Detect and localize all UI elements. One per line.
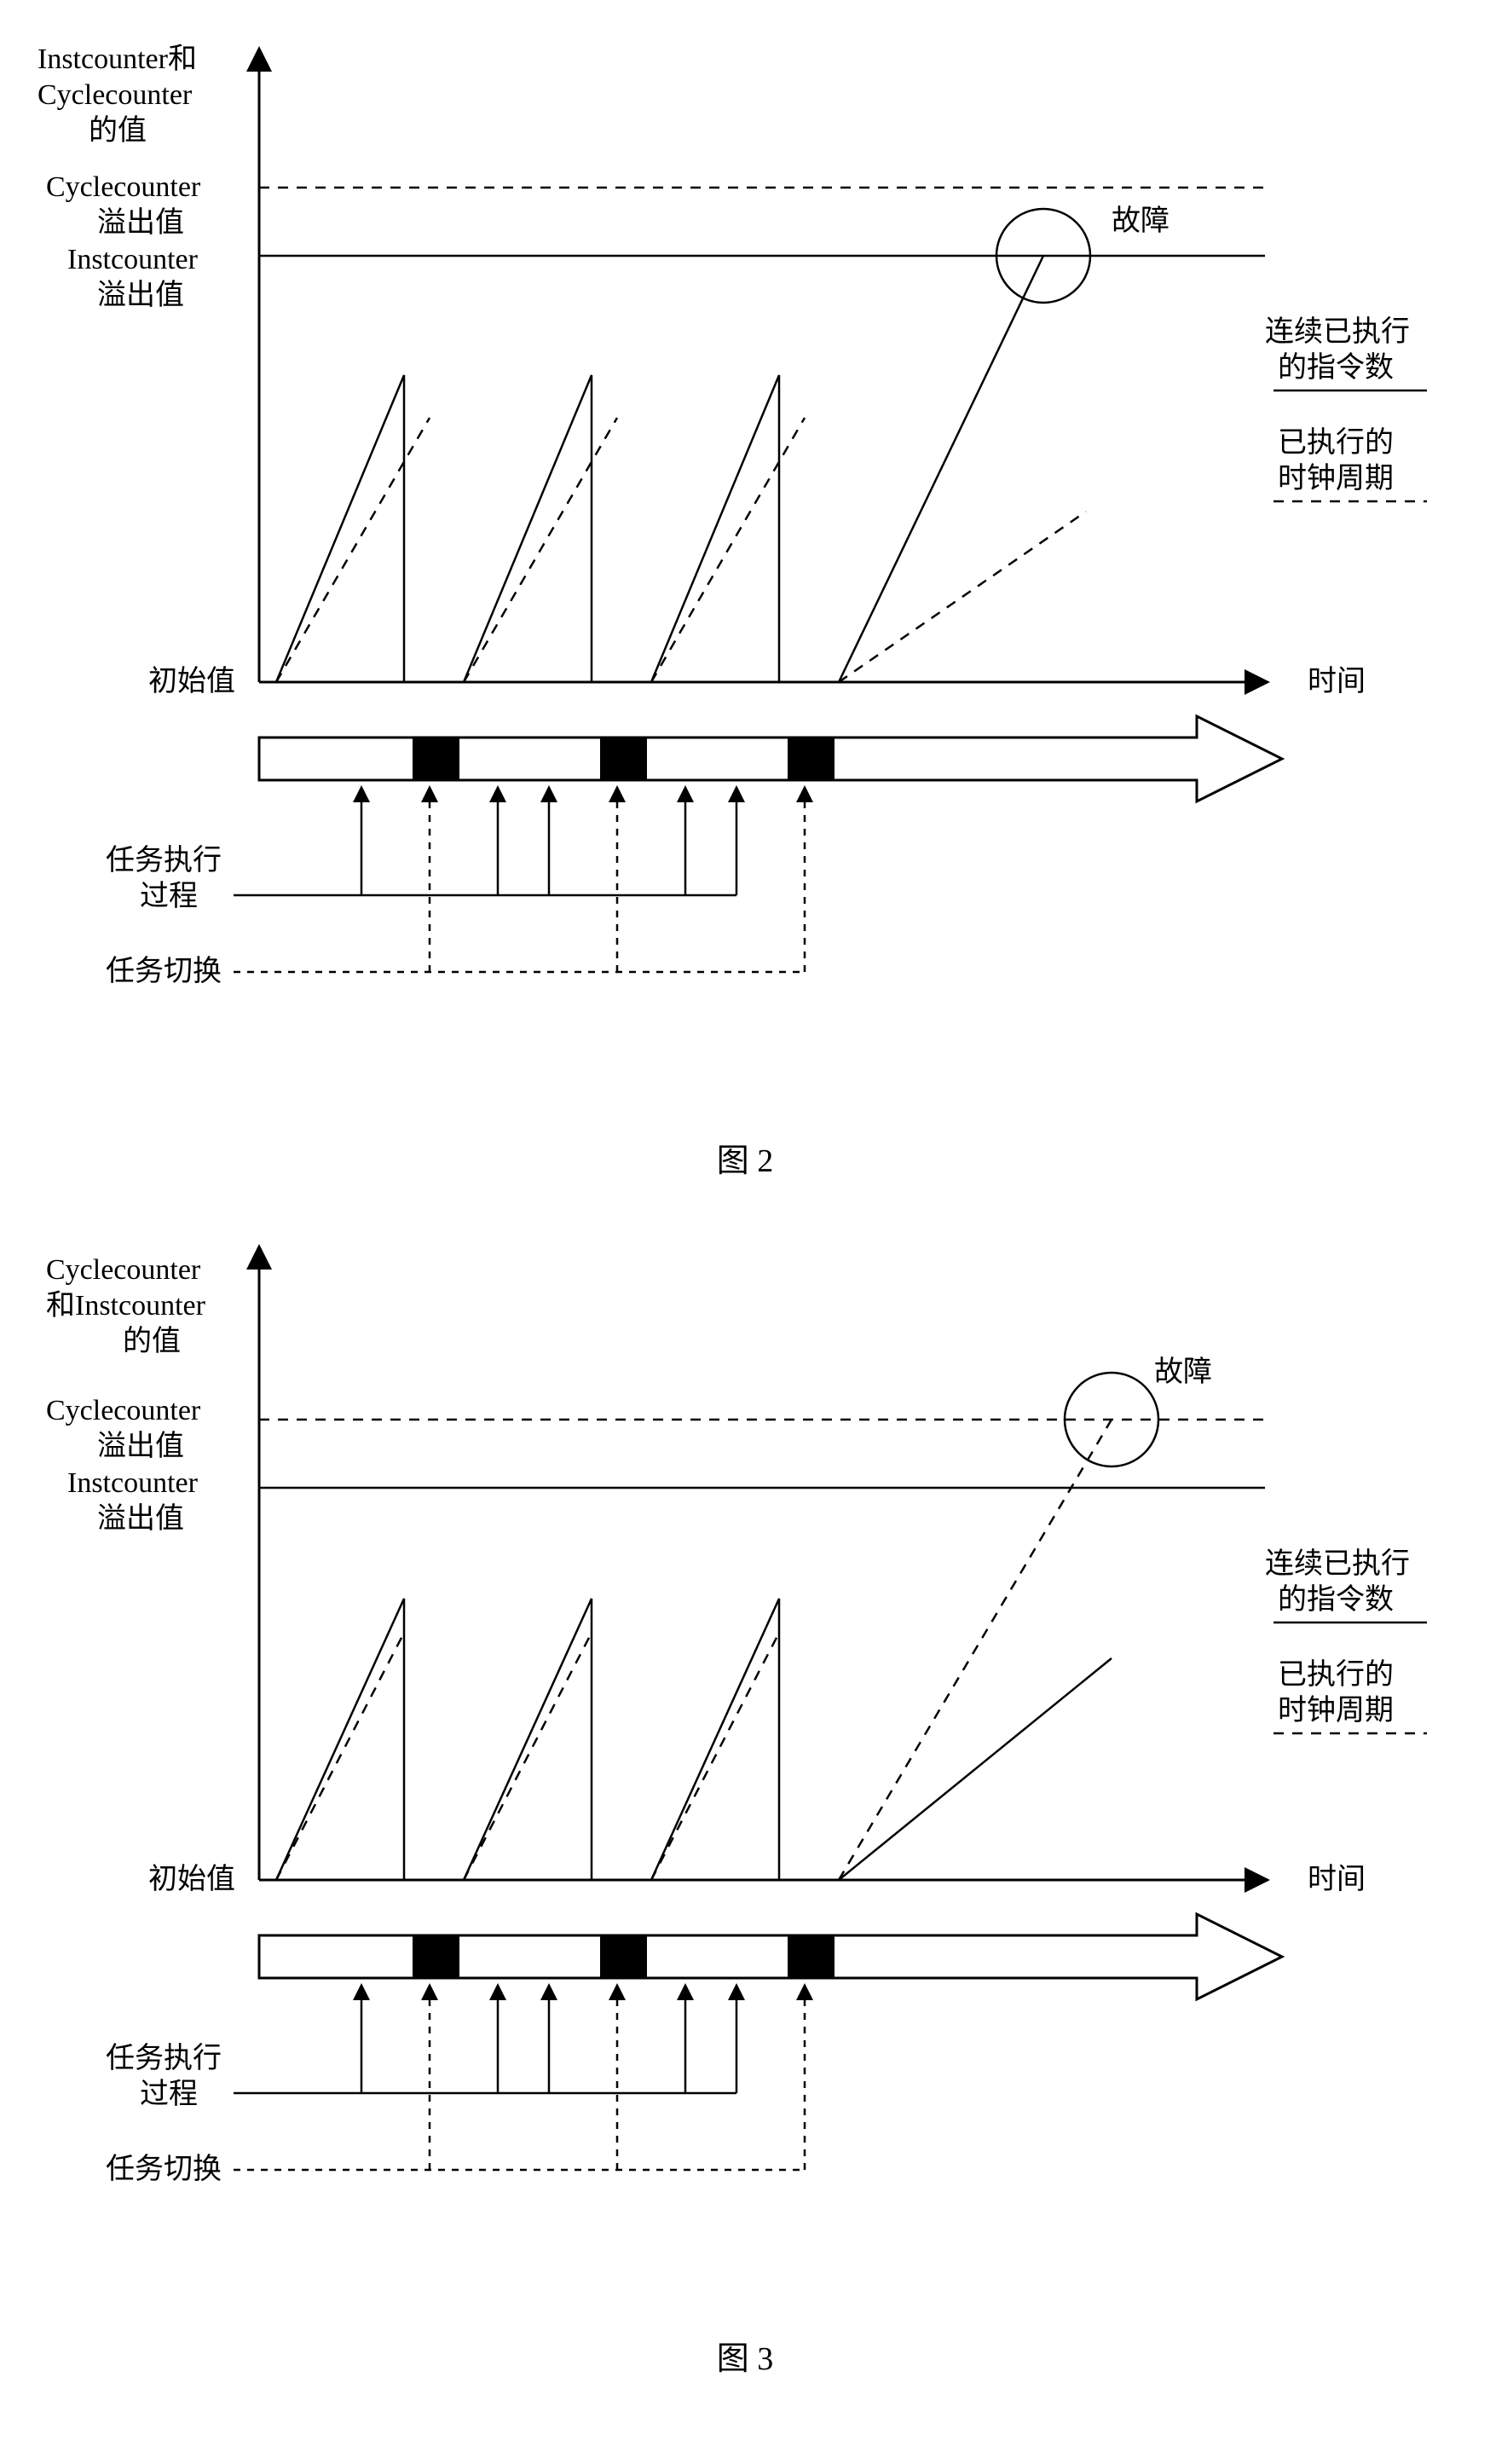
solid-sawtooth — [276, 1599, 1112, 1880]
legend-dashed-2: 时钟周期 — [1278, 463, 1394, 495]
y-axis-label-2: Cyclecounter — [38, 79, 193, 111]
x-axis-label: 时间 — [1308, 666, 1366, 697]
solid-sawtooth — [276, 256, 1043, 682]
cycle-overflow-label-2: 溢出值 — [97, 1430, 184, 1462]
fault-label: 故障 — [1112, 205, 1169, 237]
task-exec-label-2: 过程 — [140, 2078, 198, 2110]
fault-label: 故障 — [1154, 1356, 1212, 1388]
y-axis-label-3: 的值 — [123, 1325, 181, 1357]
legend-dashed-1: 已执行的 — [1278, 1658, 1394, 1691]
figure-3: Cyclecounter 和Instcounter 的值 Cyclecounte… — [20, 1232, 1470, 2379]
y-axis-label-2: 和Instcounter — [46, 1290, 206, 1322]
inst-overflow-label-2: 溢出值 — [97, 279, 184, 311]
legend-solid-2: 的指令数 — [1278, 1583, 1394, 1616]
figure-2-caption: 图 2 — [20, 1134, 1470, 1181]
inst-overflow-label-2: 溢出值 — [97, 1502, 184, 1535]
legend-solid-2: 的指令数 — [1278, 351, 1394, 384]
switch-block-1 — [413, 738, 459, 779]
figure-3-caption: 图 3 — [20, 2332, 1470, 2379]
legend-dashed-2: 时钟周期 — [1278, 1695, 1394, 1727]
switch-block-2 — [600, 1936, 647, 1977]
initial-value-label: 初始值 — [148, 1863, 235, 1895]
task-switch-arrows — [430, 1987, 805, 2170]
y-axis-label-3: 的值 — [89, 114, 147, 147]
cycle-overflow-label-1: Cyclecounter — [46, 171, 201, 203]
cycle-overflow-label-1: Cyclecounter — [46, 1395, 201, 1426]
task-exec-arrows — [361, 1987, 736, 2093]
task-exec-label-1: 任务执行 — [106, 2042, 222, 2074]
legend-solid-1: 连续已执行 — [1265, 315, 1410, 348]
inst-overflow-label-1: Instcounter — [67, 244, 199, 275]
task-switch-label: 任务切换 — [106, 2153, 222, 2185]
task-switch-arrows — [430, 789, 805, 972]
figure-2: Instcounter和 Cyclecounter 的值 Cyclecounte… — [20, 34, 1470, 1181]
inst-overflow-label-1: Instcounter — [67, 1467, 199, 1499]
switch-block-3 — [788, 1936, 835, 1977]
y-axis-label-1: Instcounter和 — [38, 43, 197, 75]
figure-2-svg: Instcounter和 Cyclecounter 的值 Cyclecounte… — [20, 34, 1470, 1125]
task-exec-arrows — [361, 789, 736, 895]
initial-value-label: 初始值 — [148, 665, 235, 697]
x-axis-label: 时间 — [1308, 1864, 1366, 1895]
task-switch-label: 任务切换 — [106, 955, 222, 987]
switch-block-3 — [788, 738, 835, 779]
task-exec-label-2: 过程 — [140, 880, 198, 912]
y-axis-label-1: Cyclecounter — [46, 1254, 201, 1286]
figure-3-svg: Cyclecounter 和Instcounter 的值 Cyclecounte… — [20, 1232, 1470, 2323]
switch-block-2 — [600, 738, 647, 779]
switch-block-1 — [413, 1936, 459, 1977]
legend-solid-1: 连续已执行 — [1265, 1547, 1410, 1580]
dashed-sawtooth — [276, 418, 1086, 682]
legend-dashed-1: 已执行的 — [1278, 426, 1394, 459]
task-exec-label-1: 任务执行 — [106, 844, 222, 876]
cycle-overflow-label-2: 溢出值 — [97, 206, 184, 239]
